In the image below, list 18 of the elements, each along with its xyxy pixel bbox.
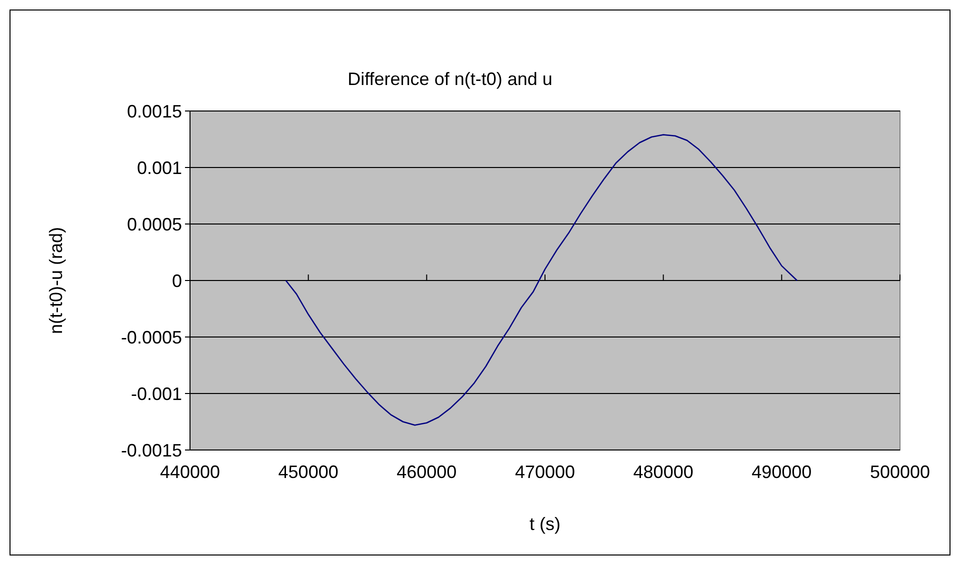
x-tick-label: 440000 — [160, 462, 220, 482]
line-series — [285, 134, 798, 426]
x-tick-label: 450000 — [278, 462, 338, 482]
x-tick-label: 460000 — [396, 462, 457, 482]
y-tick-label: 0.0015 — [126, 101, 182, 122]
y-tick-label: -0.001 — [130, 384, 182, 404]
chart-title: Difference of n(t-t0) and u — [348, 69, 552, 89]
x-tick-label: 500000 — [870, 462, 930, 482]
x-tick-label: 480000 — [633, 462, 694, 482]
y-tick-label: 0 — [172, 270, 182, 291]
x-tick-label: 470000 — [514, 462, 576, 482]
y-tick-label: -0.0005 — [120, 327, 182, 348]
x-axis-title: t (s) — [530, 514, 560, 534]
y-tick-label: -0.0015 — [120, 440, 182, 460]
y-tick-label: 0.001 — [136, 158, 182, 178]
y-axis-title: n(t-t0)-u (rad) — [46, 226, 66, 334]
y-tick-label: 0.0005 — [126, 214, 182, 234]
x-tick-label: 490000 — [752, 462, 812, 482]
